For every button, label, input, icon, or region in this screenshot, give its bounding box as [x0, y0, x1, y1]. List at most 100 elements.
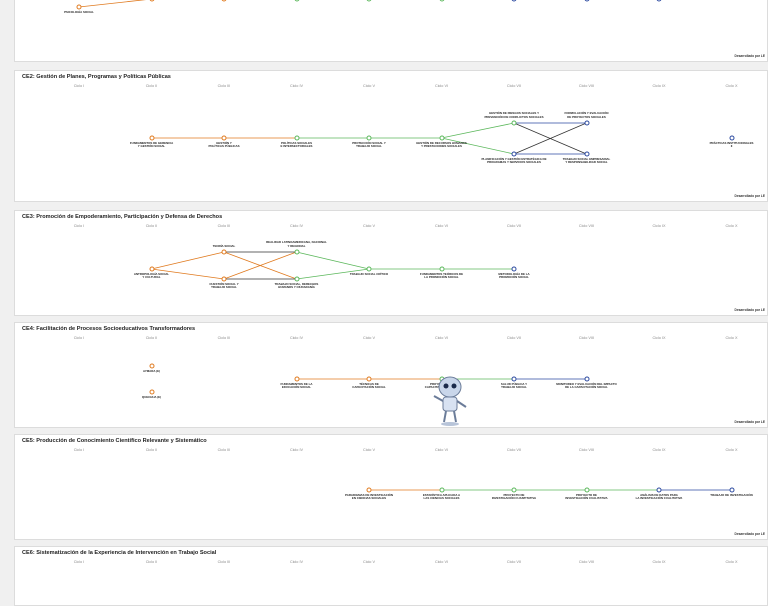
course-node[interactable]	[221, 249, 227, 255]
cycle-label: Ciclo IV	[289, 224, 304, 228]
cycle-label: Ciclo IX	[652, 560, 666, 564]
cycle-label: Ciclo V	[362, 84, 376, 88]
cycle-label: Ciclo VI	[434, 448, 449, 452]
course-label: CUESTIÓN SOCIAL Y TRABAJO SOCIAL	[209, 281, 239, 289]
cycle-label: Ciclo I	[73, 448, 85, 452]
course-label: POLÍTICAS SOCIALES E INTERSECTORIALES	[280, 140, 313, 148]
course-node[interactable]	[366, 487, 372, 493]
cycle-label: Ciclo VIII	[578, 560, 595, 564]
course-node[interactable]	[584, 376, 589, 382]
course-node[interactable]	[366, 135, 372, 141]
cycle-label: Ciclo VII	[506, 336, 522, 340]
course-node[interactable]	[584, 151, 589, 157]
course-node[interactable]	[511, 487, 517, 493]
cycle-label: Ciclo VI	[434, 224, 449, 228]
course-node[interactable]	[76, 4, 82, 10]
cycle-label: Ciclo X	[725, 448, 738, 452]
course-node[interactable]	[149, 266, 154, 272]
course-node[interactable]	[366, 376, 372, 382]
course-node[interactable]	[511, 120, 517, 126]
course-node[interactable]	[511, 376, 517, 382]
panel-ce2: CE2: Gestión de Planes, Programas y Polí…	[14, 70, 768, 202]
cycle-label: Ciclo VI	[434, 336, 449, 340]
course-label: ESTADÍSTICA APLICADA A LAS CIENCIAS SOCI…	[422, 492, 461, 500]
course-node[interactable]	[221, 135, 227, 141]
course-node[interactable]	[729, 135, 734, 141]
edge-c3-c4	[223, 251, 297, 280]
panel-ce6: CE6: Sistematización de la Experiencia d…	[14, 546, 768, 606]
course-node[interactable]	[149, 135, 154, 141]
cycle-label: Ciclo II	[145, 84, 158, 88]
course-node[interactable]	[439, 266, 444, 272]
course-node[interactable]	[149, 389, 154, 395]
edge-a1-a2	[78, 0, 147, 8]
course-node[interactable]	[729, 487, 734, 493]
course-label: GESTIÓN DE RIESGOS SOCIALES Y PREVENCIÓN…	[484, 111, 544, 119]
course-node[interactable]	[584, 120, 589, 126]
cycle-label: Ciclo IV	[289, 336, 304, 340]
course-node[interactable]	[294, 249, 299, 255]
panel-title: CE6: Sistematización de la Experiencia d…	[22, 550, 217, 556]
cycle-label: Ciclo I	[73, 336, 85, 340]
cycle-label: Ciclo III	[217, 84, 231, 88]
course-label: FUNDAMENTOS TEÓRICOS DE LA PROMOCIÓN SOC…	[419, 271, 464, 279]
course-node[interactable]	[366, 266, 372, 272]
course-label: QUECHUA (E)	[141, 394, 162, 399]
edge-layer	[15, 547, 768, 606]
course-label: PROYECTO DE INVESTIGACIÓN CUALITATIVA	[565, 492, 608, 500]
course-node[interactable]	[294, 135, 299, 141]
cycle-label: Ciclo IX	[652, 224, 666, 228]
cycle-label: Ciclo V	[362, 448, 376, 452]
footer-credit: Desarrollado por LE	[734, 54, 765, 58]
edge-layer	[369, 489, 732, 491]
course-label: PSICOLOGÍA SOCIAL	[64, 9, 94, 14]
cycle-label: Ciclo VIII	[578, 336, 595, 340]
cycle-label: Ciclo IX	[652, 84, 666, 88]
cycle-label: Ciclo IV	[289, 84, 304, 88]
panel-ce4: CE4: Facilitación de Procesos Socioeduca…	[14, 322, 768, 428]
course-node[interactable]	[511, 151, 517, 157]
cycle-label: Ciclo III	[217, 224, 231, 228]
course-label: TRABAJO DE INVESTIGACIÓN	[710, 492, 753, 497]
course-label: TEORÍA SOCIAL	[212, 243, 236, 248]
cycle-label: Ciclo I	[73, 560, 85, 564]
course-node[interactable]	[149, 363, 154, 369]
course-label: PROYECTO DE INVESTIGACIÓN CUANTITATIVA	[491, 492, 537, 500]
panel-title: CE5: Producción de Conocimiento Científi…	[22, 438, 207, 444]
course-node[interactable]	[294, 376, 299, 382]
course-label: ANTROPOLOGÍA SOCIAL Y CULTURAL	[133, 271, 170, 279]
cycle-label: Ciclo X	[725, 560, 738, 564]
panel-title: CE4: Facilitación de Procesos Socioeduca…	[22, 326, 196, 332]
course-node[interactable]	[221, 276, 227, 282]
course-label: FUNDAMENTOS DE LA EDUCACIÓN SOCIAL	[280, 381, 313, 389]
panel-title: CE3: Promoción de Empoderamiento, Partic…	[22, 214, 223, 220]
course-node[interactable]	[439, 135, 444, 141]
cycle-label: Ciclo IX	[652, 336, 666, 340]
course-label: FUNDAMENTOS DE GERENCIA Y GESTIÓN SOCIAL	[129, 140, 174, 148]
course-label: PRÁCTICAS INSTITUCIONALES II	[709, 140, 754, 148]
cycle-label: Ciclo III	[217, 560, 231, 564]
cycle-label: Ciclo III	[217, 448, 231, 452]
cycle-label: Ciclo VII	[506, 84, 522, 88]
course-node[interactable]	[294, 276, 299, 282]
cycle-label: Ciclo V	[362, 224, 376, 228]
edge-layer	[296, 378, 587, 380]
edge-c5-c6	[296, 268, 370, 280]
course-label: TRABAJO SOCIAL EMPRESARIAL Y RESPONSABIL…	[562, 156, 611, 164]
course-label: TRABAJO SOCIAL CRÍTICO	[349, 271, 389, 276]
course-node[interactable]	[656, 487, 662, 493]
cycle-label: Ciclo VIII	[578, 448, 595, 452]
cycle-label: Ciclo II	[145, 448, 158, 452]
footer-credit: Desarrollado por LE	[734, 194, 765, 198]
course-node[interactable]	[584, 487, 589, 493]
course-node[interactable]	[439, 487, 444, 493]
cycle-label: Ciclo X	[725, 224, 738, 228]
course-node[interactable]	[511, 266, 517, 272]
panel-ce3: CE3: Promoción de Empoderamiento, Partic…	[14, 210, 768, 316]
footer-credit: Desarrollado por LE	[734, 308, 765, 312]
cycle-label: Ciclo VIII	[578, 84, 595, 88]
cycle-label: Ciclo IV	[289, 560, 304, 564]
edge-b7-b8	[513, 122, 587, 155]
edge-b5-b7	[441, 137, 515, 155]
